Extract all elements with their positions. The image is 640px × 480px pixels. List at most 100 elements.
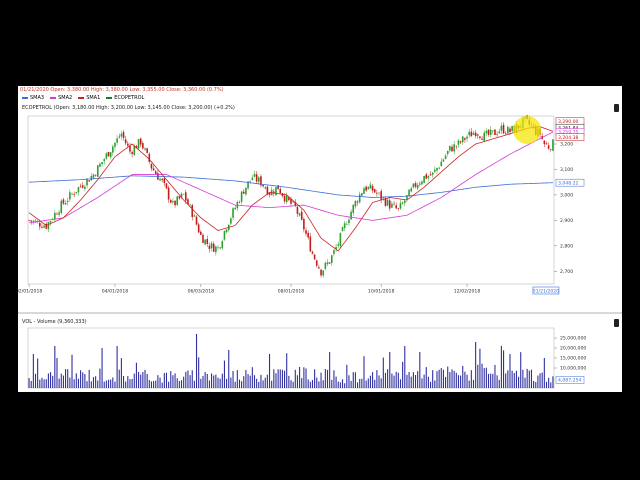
volume-bar bbox=[322, 380, 324, 388]
candle bbox=[309, 236, 312, 252]
volume-bar bbox=[101, 348, 103, 388]
candle bbox=[408, 189, 410, 197]
candle bbox=[487, 129, 490, 135]
volume-bar bbox=[505, 373, 507, 388]
candle bbox=[455, 145, 458, 147]
volume-bar bbox=[417, 371, 419, 388]
volume-bar bbox=[524, 377, 526, 388]
candle bbox=[109, 152, 112, 158]
volume-bar bbox=[234, 381, 236, 388]
candle bbox=[431, 172, 434, 175]
candle bbox=[500, 125, 503, 131]
volume-bar bbox=[116, 346, 118, 388]
x-tick-label: 10/01/2018 bbox=[368, 289, 395, 295]
candle bbox=[412, 183, 415, 188]
candle bbox=[354, 200, 357, 207]
volume-bar bbox=[62, 375, 64, 388]
legend-sma2[interactable]: SMA2 bbox=[50, 95, 72, 101]
candle bbox=[427, 176, 430, 178]
volume-bar bbox=[112, 377, 114, 388]
volume-bar bbox=[502, 350, 505, 388]
candle bbox=[131, 152, 133, 154]
volume-bar bbox=[155, 380, 157, 388]
volume-bar bbox=[395, 371, 397, 388]
volume-bar bbox=[348, 375, 350, 388]
candle bbox=[189, 204, 191, 206]
volume-bar bbox=[67, 369, 69, 388]
candle bbox=[268, 193, 271, 195]
candle bbox=[358, 194, 361, 203]
volume-bar bbox=[509, 354, 511, 388]
volume-bar bbox=[434, 380, 436, 388]
candle bbox=[337, 244, 340, 246]
candle bbox=[159, 178, 161, 181]
volume-bar bbox=[376, 370, 378, 388]
candle bbox=[202, 234, 204, 244]
volume-bar bbox=[354, 372, 356, 388]
candle bbox=[195, 216, 198, 225]
volume-bar bbox=[43, 379, 45, 388]
candle bbox=[348, 219, 350, 224]
candle bbox=[77, 187, 80, 193]
volume-bar bbox=[60, 373, 62, 388]
candle bbox=[47, 222, 50, 230]
candle bbox=[399, 202, 402, 209]
volume-tick-label: 25,000,000 bbox=[560, 336, 586, 342]
volume-bar bbox=[382, 357, 384, 388]
volume-bar bbox=[472, 379, 475, 388]
candle bbox=[504, 133, 507, 134]
candle bbox=[361, 193, 363, 196]
candle bbox=[197, 224, 200, 233]
price-volume-chart[interactable]: 2,700 2,800 2,900 3,000 3,100 3,200 02/01/2018… bbox=[18, 86, 622, 392]
candle bbox=[208, 245, 211, 250]
candle bbox=[457, 140, 460, 145]
candle bbox=[107, 151, 110, 157]
volume-bar bbox=[520, 352, 522, 388]
candle bbox=[204, 239, 206, 245]
legend-ecopetrol[interactable]: ECOPETROL bbox=[106, 95, 144, 101]
volume-bar bbox=[324, 368, 326, 388]
zoom-volume-icon[interactable] bbox=[614, 319, 619, 327]
volume-bar bbox=[391, 373, 393, 388]
candle bbox=[54, 212, 56, 220]
volume-bar bbox=[37, 358, 39, 388]
current-date-box bbox=[532, 286, 560, 295]
volume-bar bbox=[442, 369, 444, 388]
candle bbox=[81, 185, 84, 188]
volume-bar bbox=[189, 375, 191, 388]
volume-bar bbox=[393, 375, 395, 388]
volume-bar bbox=[268, 354, 271, 388]
candle bbox=[397, 208, 400, 209]
volume-bar bbox=[120, 358, 122, 388]
volume-bar bbox=[485, 367, 487, 388]
volume-bar bbox=[513, 372, 515, 388]
price-tag-box bbox=[555, 133, 585, 141]
volume-bar bbox=[165, 372, 168, 388]
legend-sma2-label: SMA2 bbox=[58, 95, 73, 101]
volume-bar bbox=[45, 379, 47, 388]
candle bbox=[66, 200, 69, 203]
volume-bar bbox=[543, 358, 545, 388]
candle bbox=[476, 134, 479, 136]
volume-bar bbox=[518, 376, 520, 388]
volume-bar bbox=[537, 375, 539, 388]
legend-sma1[interactable]: SMA1 bbox=[78, 95, 100, 101]
candle bbox=[328, 262, 331, 264]
candle bbox=[547, 145, 550, 149]
volume-bar bbox=[273, 369, 275, 388]
volume-bar bbox=[107, 379, 110, 388]
candle bbox=[255, 174, 258, 182]
volume-bar bbox=[34, 373, 37, 388]
volume-bar bbox=[230, 377, 232, 388]
candle bbox=[305, 230, 307, 234]
legend-sma3[interactable]: SMA3 bbox=[22, 95, 44, 101]
candle bbox=[161, 178, 163, 180]
candle bbox=[193, 215, 196, 217]
volume-bar bbox=[279, 369, 281, 388]
volume-tick-label: 10,000,000 bbox=[560, 366, 586, 372]
volume-bar bbox=[170, 371, 172, 388]
volume-bar bbox=[114, 381, 116, 388]
candle bbox=[341, 227, 344, 232]
candle bbox=[219, 247, 221, 249]
zoom-price-icon[interactable] bbox=[614, 104, 619, 112]
